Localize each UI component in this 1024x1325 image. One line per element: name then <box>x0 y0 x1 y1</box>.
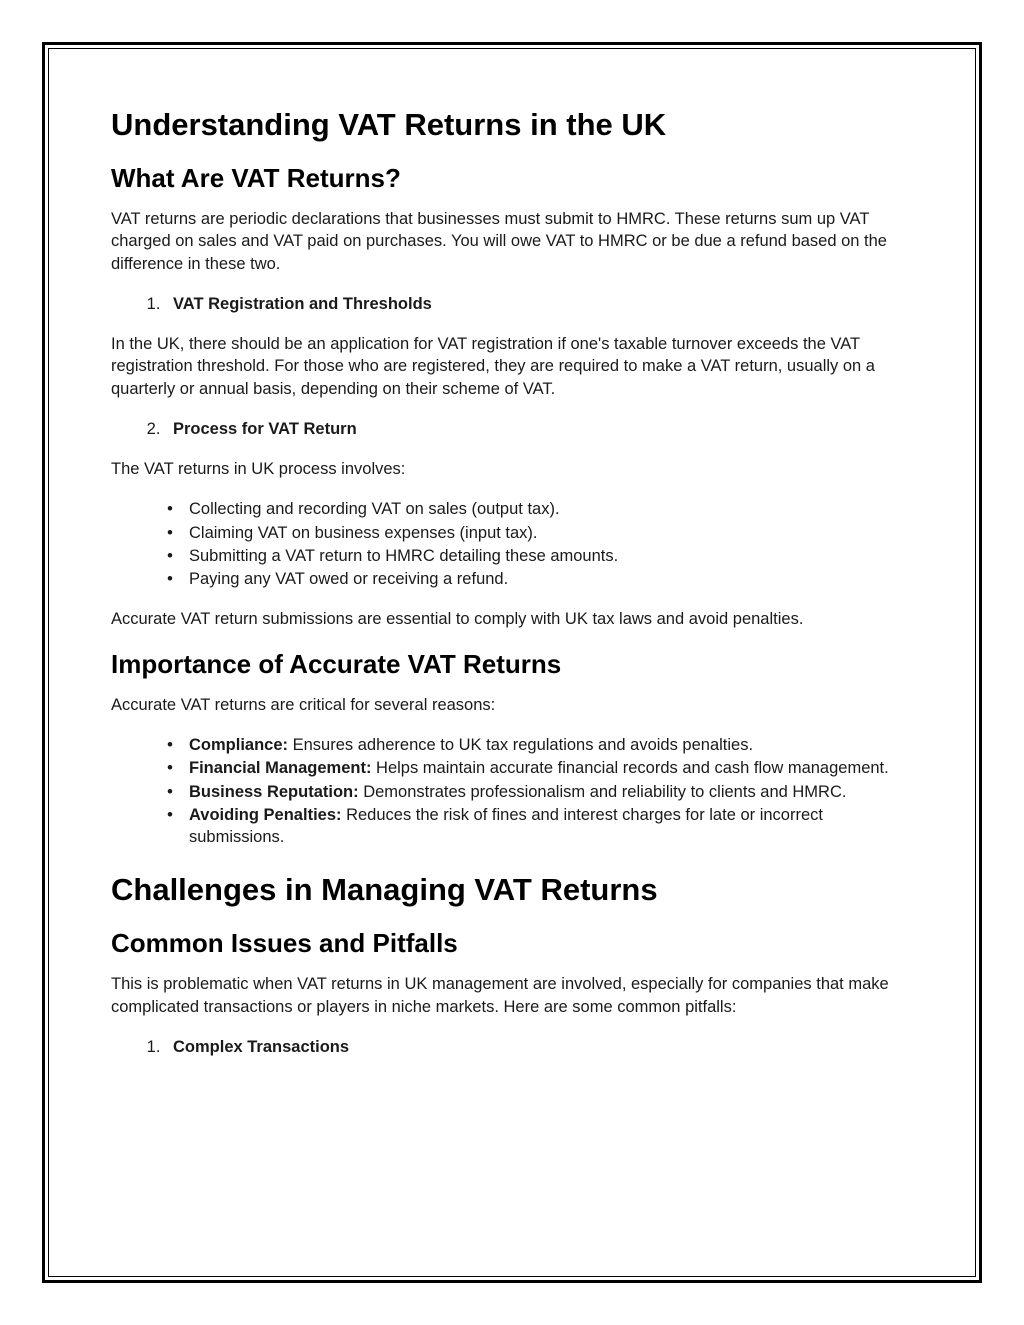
bullet-item: Submitting a VAT return to HMRC detailin… <box>165 545 913 567</box>
section3-item1-label: Complex Transactions <box>173 1038 349 1056</box>
section-heading-common-issues: Common Issues and Pitfalls <box>111 928 913 959</box>
section3-item1-list: Complex Transactions <box>165 1036 913 1058</box>
bullet-item: Paying any VAT owed or receiving a refun… <box>165 568 913 590</box>
section1-item2-bullets: Collecting and recording VAT on sales (o… <box>165 498 913 590</box>
bullet-label: Financial Management: <box>189 759 371 777</box>
section3-item1: Complex Transactions <box>165 1036 913 1058</box>
section1-item1: VAT Registration and Thresholds <box>165 293 913 315</box>
section1-item2-intro: The VAT returns in UK process involves: <box>111 458 913 480</box>
bullet-label: Compliance: <box>189 736 288 754</box>
section1-item1-body: In the UK, there should be an applicatio… <box>111 333 913 400</box>
section1-item2: Process for VAT Return <box>165 418 913 440</box>
bullet-item: Collecting and recording VAT on sales (o… <box>165 498 913 520</box>
document-inner-border: Understanding VAT Returns in the UK What… <box>48 48 976 1277</box>
section1-intro: VAT returns are periodic declarations th… <box>111 208 913 275</box>
bullet-label: Business Reputation: <box>189 783 359 801</box>
bullet-text: Demonstrates professionalism and reliabi… <box>359 783 847 801</box>
section1-item2-label: Process for VAT Return <box>173 420 357 438</box>
bullet-item: Avoiding Penalties: Reduces the risk of … <box>165 804 913 849</box>
section1-item2-closing: Accurate VAT return submissions are esse… <box>111 608 913 630</box>
section1-item1-list: VAT Registration and Thresholds <box>165 293 913 315</box>
main-title-2: Challenges in Managing VAT Returns <box>111 872 913 908</box>
document-outer-border: Understanding VAT Returns in the UK What… <box>42 42 982 1283</box>
section2-bullets: Compliance: Ensures adherence to UK tax … <box>165 734 913 848</box>
section3-intro: This is problematic when VAT returns in … <box>111 973 913 1018</box>
bullet-item: Business Reputation: Demonstrates profes… <box>165 781 913 803</box>
section-heading-what-are: What Are VAT Returns? <box>111 163 913 194</box>
section1-item2-list: Process for VAT Return <box>165 418 913 440</box>
bullet-label: Avoiding Penalties: <box>189 806 342 824</box>
bullet-item: Compliance: Ensures adherence to UK tax … <box>165 734 913 756</box>
bullet-text: Helps maintain accurate financial record… <box>371 759 888 777</box>
bullet-item: Claiming VAT on business expenses (input… <box>165 522 913 544</box>
main-title-1: Understanding VAT Returns in the UK <box>111 107 913 143</box>
bullet-text: Ensures adherence to UK tax regulations … <box>288 736 753 754</box>
section1-item1-label: VAT Registration and Thresholds <box>173 295 432 313</box>
section-heading-importance: Importance of Accurate VAT Returns <box>111 649 913 680</box>
section2-intro: Accurate VAT returns are critical for se… <box>111 694 913 716</box>
bullet-item: Financial Management: Helps maintain acc… <box>165 757 913 779</box>
